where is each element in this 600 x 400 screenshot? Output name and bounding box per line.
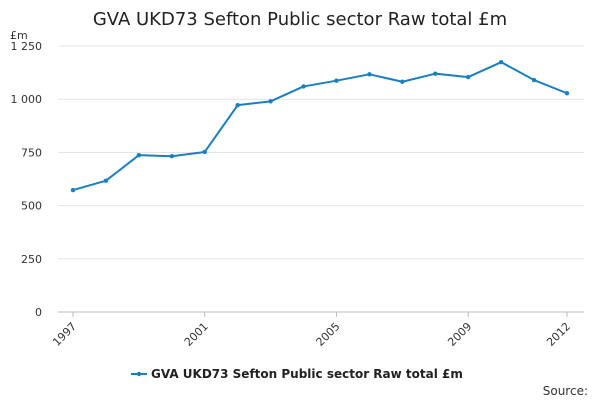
x-tick-label: 2009 [445, 320, 474, 349]
data-point[interactable] [136, 152, 142, 158]
data-point[interactable] [202, 149, 207, 155]
data-point[interactable] [301, 84, 306, 89]
data-point[interactable] [400, 79, 405, 84]
data-point[interactable] [334, 78, 339, 83]
data-point[interactable] [531, 77, 537, 83]
x-axis-ticks: 1997 2001 2005 2009 2012 [50, 312, 573, 349]
y-tick-label: 1 250 [11, 40, 43, 53]
y-tick-label: 1 000 [11, 93, 43, 106]
x-tick-label: 2012 [544, 320, 573, 349]
series-layer [70, 59, 570, 193]
data-point[interactable] [70, 187, 76, 193]
data-point[interactable] [103, 178, 109, 183]
legend-marker [136, 371, 142, 377]
x-tick-label: 2001 [182, 320, 211, 349]
y-tick-label: 500 [21, 200, 42, 213]
data-point[interactable] [466, 74, 471, 80]
y-axis-unit-label: £m [10, 29, 28, 42]
source-label: Source: [543, 384, 588, 398]
y-axis-ticks: 0 250 500 750 1 000 1 250 [11, 40, 43, 319]
data-point[interactable] [498, 59, 504, 65]
x-tick-label: 2005 [314, 320, 343, 349]
x-tick-label: 1997 [50, 320, 79, 349]
data-point[interactable] [268, 99, 273, 104]
y-tick-label: 0 [35, 306, 42, 319]
legend-series-label: GVA UKD73 Sefton Public sector Raw total… [151, 367, 463, 381]
legend[interactable]: GVA UKD73 Sefton Public sector Raw total… [131, 367, 463, 381]
data-point[interactable] [169, 154, 174, 159]
y-tick-label: 750 [21, 146, 42, 159]
data-point[interactable] [235, 102, 240, 108]
chart-title: GVA UKD73 Sefton Public sector Raw total… [93, 9, 507, 30]
series-line [72, 61, 568, 192]
data-point[interactable] [564, 91, 570, 96]
gridlines [58, 45, 584, 313]
y-tick-label: 250 [21, 253, 42, 266]
data-point[interactable] [367, 72, 372, 77]
data-point[interactable] [433, 71, 438, 76]
